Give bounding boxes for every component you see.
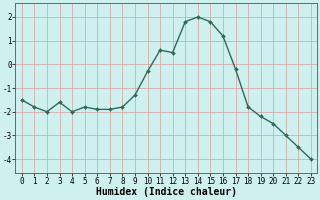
X-axis label: Humidex (Indice chaleur): Humidex (Indice chaleur) xyxy=(96,187,237,197)
